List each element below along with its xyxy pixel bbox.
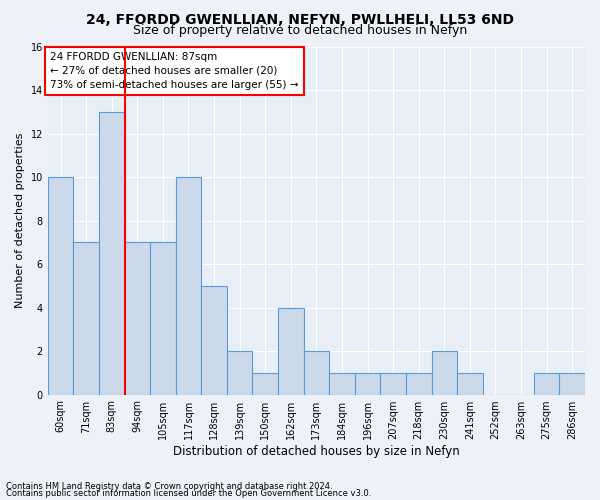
- Text: Contains public sector information licensed under the Open Government Licence v3: Contains public sector information licen…: [6, 489, 371, 498]
- Text: 24 FFORDD GWENLLIAN: 87sqm
← 27% of detached houses are smaller (20)
73% of semi: 24 FFORDD GWENLLIAN: 87sqm ← 27% of deta…: [50, 52, 299, 90]
- Bar: [201, 286, 227, 395]
- Bar: [48, 177, 73, 394]
- Bar: [73, 242, 99, 394]
- Bar: [150, 242, 176, 394]
- Bar: [253, 373, 278, 394]
- Bar: [431, 351, 457, 395]
- Bar: [406, 373, 431, 394]
- Bar: [304, 351, 329, 395]
- Bar: [559, 373, 585, 394]
- Bar: [457, 373, 482, 394]
- Text: 24, FFORDD GWENLLIAN, NEFYN, PWLLHELI, LL53 6ND: 24, FFORDD GWENLLIAN, NEFYN, PWLLHELI, L…: [86, 12, 514, 26]
- Bar: [99, 112, 125, 395]
- Bar: [329, 373, 355, 394]
- X-axis label: Distribution of detached houses by size in Nefyn: Distribution of detached houses by size …: [173, 444, 460, 458]
- Bar: [176, 177, 201, 394]
- Bar: [380, 373, 406, 394]
- Bar: [227, 351, 253, 395]
- Bar: [534, 373, 559, 394]
- Text: Size of property relative to detached houses in Nefyn: Size of property relative to detached ho…: [133, 24, 467, 37]
- Bar: [355, 373, 380, 394]
- Bar: [125, 242, 150, 394]
- Bar: [278, 308, 304, 394]
- Text: Contains HM Land Registry data © Crown copyright and database right 2024.: Contains HM Land Registry data © Crown c…: [6, 482, 332, 491]
- Y-axis label: Number of detached properties: Number of detached properties: [15, 133, 25, 308]
